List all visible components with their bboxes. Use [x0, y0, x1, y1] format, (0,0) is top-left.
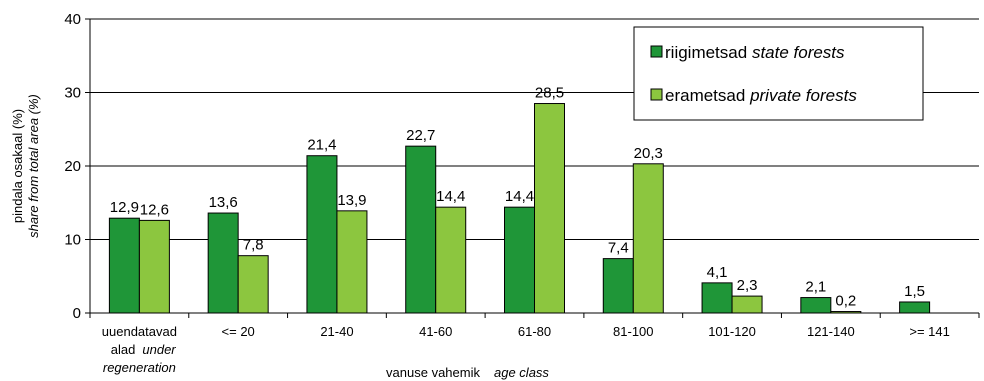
data-label-private-4: 28,5 [535, 85, 564, 102]
bar-private-5 [632, 163, 664, 314]
data-label-state-3: 22,7 [406, 127, 435, 144]
bar-private-2 [336, 210, 368, 314]
data-label-private-6: 2,3 [737, 277, 758, 294]
legend-label-private-et: erametsad [665, 86, 745, 105]
data-label-private-0: 12,6 [140, 201, 169, 218]
data-label-state-5: 7,4 [608, 240, 629, 257]
bar-state-1 [207, 212, 239, 314]
legend-label-state-en: state forests [752, 43, 845, 62]
y-tick-label: 30 [64, 85, 81, 102]
x-axis-title-en: age class [494, 365, 549, 380]
x-category-line: regeneration [103, 360, 176, 375]
data-label-private-7: 0,2 [835, 293, 856, 310]
bar-state-7 [800, 297, 832, 314]
x-category-line: alad [111, 342, 136, 357]
bar-private-0 [138, 219, 170, 314]
y-tick-labels: 0 10 20 30 40 [64, 11, 81, 322]
x-category-label-4: 61-80 [518, 324, 551, 339]
data-label-state-7: 2,1 [805, 279, 826, 296]
x-category-line: under [142, 342, 176, 357]
bar-state-8 [899, 301, 931, 314]
y-tick-label: 20 [64, 158, 81, 175]
data-labels: 12,9 13,6 21,4 22,7 14,4 7,4 4,1 2,1 1,5 12,6 7,8 1… [110, 85, 925, 310]
data-label-private-2: 13,9 [337, 192, 366, 209]
x-category-label-7: 121-140 [807, 324, 855, 339]
bar-private-1 [237, 255, 269, 314]
bar-state-6 [701, 282, 733, 314]
x-category-label-6: 101-120 [708, 324, 756, 339]
bar-state-4 [504, 206, 535, 314]
legend-label-private: erametsad private forests [665, 86, 857, 105]
bar-state-0 [108, 217, 140, 314]
legend-label-private-en: private forests [749, 86, 857, 105]
data-label-state-2: 21,4 [307, 137, 336, 154]
y-tick-label: 40 [64, 11, 81, 28]
y-axis-title: pindala osakaal (%) share from total are… [10, 94, 41, 238]
legend-label-state: riigimetsad state forests [665, 43, 845, 62]
x-category-labels: uuendatavad alad under regeneration <= 20 21-… [102, 324, 950, 375]
bar-private-4 [534, 103, 565, 314]
x-category-label-1: <= 20 [222, 324, 255, 339]
legend: riigimetsad state forests erametsad priv… [633, 26, 924, 121]
bar-state-3 [405, 145, 437, 314]
x-category-line: uuendatavad [102, 324, 177, 339]
x-category-label-3: 41-60 [419, 324, 452, 339]
y-tick-label: 10 [64, 232, 81, 249]
x-axis-title-et: vanuse vahemik [386, 365, 480, 380]
legend-swatch-private [650, 88, 663, 101]
bar-private-6 [731, 295, 763, 314]
data-label-private-3: 14,4 [436, 188, 465, 205]
x-category-label-8: >= 141 [909, 324, 950, 339]
data-label-state-1: 13,6 [209, 194, 238, 211]
bar-state-2 [306, 155, 338, 314]
bar-state-5 [602, 258, 634, 314]
legend-box [633, 26, 924, 121]
x-category-label-0: uuendatavad alad under regeneration [102, 324, 177, 375]
data-label-state-8: 1,5 [904, 283, 925, 300]
legend-label-state-et: riigimetsad [665, 43, 747, 62]
x-category-label-2: 21-40 [320, 324, 353, 339]
data-label-private-5: 20,3 [634, 145, 663, 162]
data-label-state-6: 4,1 [707, 264, 728, 281]
data-label-state-0: 12,9 [110, 199, 139, 216]
data-label-private-1: 7,8 [243, 237, 264, 254]
data-label-state-4: 14,4 [505, 188, 534, 205]
bar-private-3 [435, 206, 467, 314]
y-axis-title-en: share from total area (%) [26, 94, 41, 238]
y-tick-label: 0 [73, 305, 81, 322]
axes [85, 18, 980, 318]
x-category-label-5: 81-100 [613, 324, 653, 339]
legend-swatch-state [650, 45, 663, 58]
y-axis-title-et: pindala osakaal (%) [10, 109, 25, 223]
